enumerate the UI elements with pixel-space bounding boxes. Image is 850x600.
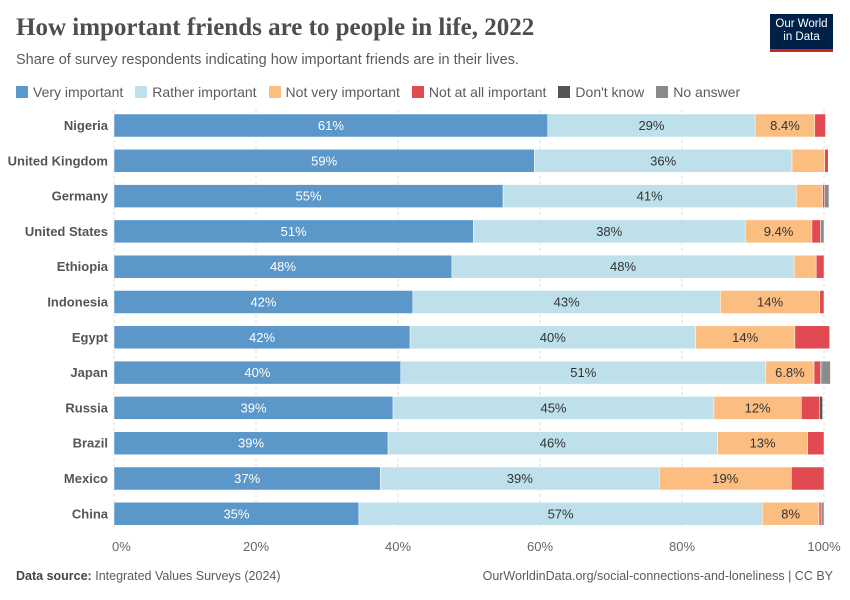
data-label: 48%: [270, 259, 296, 274]
bar-segment: [815, 254, 825, 279]
category-label: Mexico: [64, 471, 108, 486]
data-label: 59%: [311, 153, 337, 168]
bar-segment: [819, 396, 823, 420]
bar-segment: [814, 113, 826, 138]
data-label: 12%: [745, 400, 771, 415]
legend-swatch: [135, 86, 148, 98]
bar-segment: [820, 219, 825, 244]
data-label: 9.4%: [764, 224, 794, 239]
category-label: Japan: [70, 365, 108, 380]
category-label: Indonesia: [47, 295, 108, 310]
bar-segment: [824, 149, 829, 173]
bar-segment: [791, 466, 825, 491]
source-label: Data source:: [16, 569, 92, 583]
legend-label: No answer: [673, 84, 741, 100]
bar-segment: [791, 149, 825, 173]
data-source: Data source: Integrated Values Surveys (…: [16, 569, 281, 583]
data-label: 51%: [570, 365, 596, 380]
chart-title: How important friends are to people in l…: [16, 14, 535, 41]
category-label: Russia: [65, 400, 108, 415]
data-label: 14%: [732, 330, 758, 345]
bar-segment: [793, 254, 817, 279]
category-label: China: [72, 506, 109, 521]
data-label: 19%: [712, 471, 738, 486]
data-label: 42%: [249, 330, 275, 345]
data-label: 37%: [234, 471, 260, 486]
x-tick-label: 40%: [385, 539, 411, 554]
x-tick-label: 80%: [669, 539, 695, 554]
legend-swatch: [16, 86, 28, 98]
x-tick-label: 100%: [807, 539, 841, 554]
data-label: 41%: [637, 189, 663, 204]
x-tick-label: 60%: [527, 539, 553, 554]
bar-segment: [811, 219, 821, 244]
data-label: 13%: [750, 436, 776, 451]
legend-item[interactable]: Don't know: [558, 84, 644, 100]
data-label: 48%: [610, 259, 636, 274]
category-label: Brazil: [73, 436, 108, 451]
category-label: Ethiopia: [57, 259, 109, 274]
data-label: 38%: [596, 224, 622, 239]
legend-label: Very important: [33, 84, 124, 100]
data-label: 43%: [554, 295, 580, 310]
x-tick-label: 0%: [112, 539, 131, 554]
legend-label: Don't know: [575, 84, 645, 100]
legend: Very important Rather important Not very i…: [16, 84, 740, 100]
bar-segment: [807, 431, 825, 455]
data-label: 46%: [540, 436, 566, 451]
data-label: 35%: [223, 506, 249, 521]
legend-label: Not at all important: [428, 84, 547, 100]
legend-label: Not very important: [285, 84, 400, 100]
bar-segment: [821, 360, 831, 385]
data-label: 40%: [244, 365, 270, 380]
data-label: 39%: [240, 400, 266, 415]
footer-link[interactable]: OurWorldinData.org/social-connections-an…: [482, 569, 833, 583]
legend-item[interactable]: No answer: [656, 84, 740, 100]
data-label: 14%: [757, 295, 783, 310]
legend-label: Rather important: [152, 84, 257, 100]
data-label: 57%: [548, 506, 574, 521]
legend-item[interactable]: Not at all important: [411, 84, 547, 100]
data-label: 8.4%: [770, 118, 800, 133]
bar-segment: [794, 325, 830, 350]
legend-item[interactable]: Very important: [16, 84, 123, 100]
bar-segment: [818, 502, 822, 526]
data-label: 8%: [781, 506, 800, 521]
data-label: 45%: [540, 400, 566, 415]
legend-swatch: [558, 86, 571, 98]
bar-segment: [822, 184, 825, 208]
data-label: 29%: [638, 118, 664, 133]
category-label: United States: [25, 224, 108, 239]
owid-logo[interactable]: Our World in Data: [770, 14, 833, 52]
legend-swatch: [411, 86, 424, 98]
x-tick-label: 20%: [243, 539, 269, 554]
data-label: 61%: [318, 118, 344, 133]
legend-item[interactable]: Not very important: [268, 84, 400, 100]
data-label: 39%: [507, 471, 533, 486]
chart-subtitle: Share of survey respondents indicating h…: [16, 52, 519, 68]
data-label: 55%: [296, 189, 322, 204]
data-label: 51%: [281, 224, 307, 239]
legend-swatch: [268, 86, 281, 98]
legend-swatch: [656, 86, 669, 98]
data-label: 40%: [540, 330, 566, 345]
bar-segment: [796, 184, 823, 208]
bar-segment: [801, 396, 820, 420]
bar-segment: [819, 290, 825, 314]
data-label: 39%: [238, 436, 264, 451]
data-label: 36%: [650, 153, 676, 168]
category-label: Egypt: [72, 330, 109, 345]
category-label: United Kingdom: [8, 153, 108, 168]
bar-segment: [824, 184, 830, 208]
source-text[interactable]: Integrated Values Surveys (2024): [95, 569, 281, 583]
category-label: Nigeria: [64, 118, 109, 133]
data-label: 42%: [250, 295, 276, 310]
bar-segment: [820, 502, 825, 526]
legend-item[interactable]: Rather important: [135, 84, 257, 100]
category-label: Germany: [52, 189, 109, 204]
data-label: 6.8%: [775, 365, 805, 380]
bar-segment: [813, 360, 821, 385]
bar-segment: [825, 113, 827, 138]
